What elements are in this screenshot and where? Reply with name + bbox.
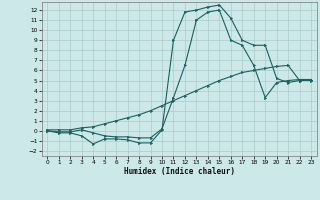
X-axis label: Humidex (Indice chaleur): Humidex (Indice chaleur)	[124, 167, 235, 176]
